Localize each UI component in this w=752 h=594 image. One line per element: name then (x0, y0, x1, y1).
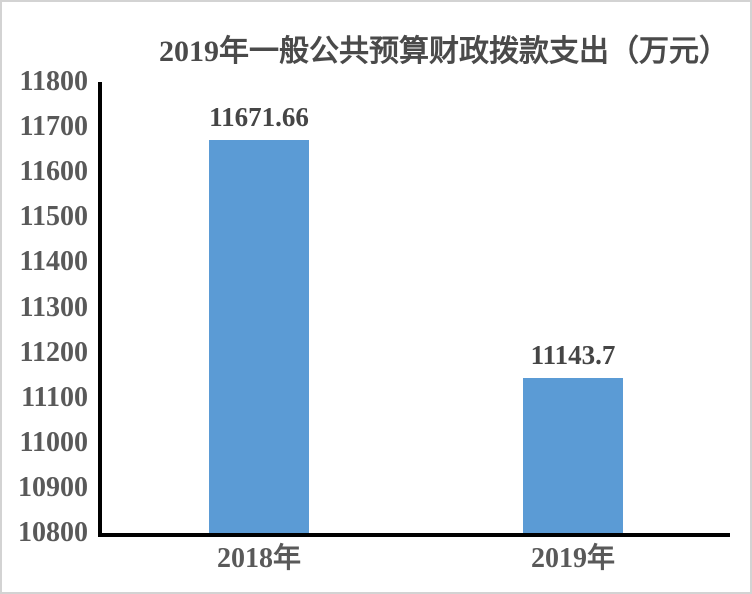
y-axis-tick-label: 10800 (18, 517, 88, 548)
bar-value-label: 11143.7 (530, 339, 616, 370)
x-axis-line (98, 533, 730, 537)
y-axis-tick-label: 10900 (18, 471, 88, 503)
bar-1 (523, 377, 623, 533)
y-axis-tick-label: 11100 (21, 381, 88, 413)
bar-0 (209, 139, 309, 533)
y-axis-tick-label: 11000 (19, 426, 88, 458)
y-axis-tick-label: 11200 (19, 336, 88, 368)
bar-value-label: 11671.66 (209, 101, 309, 132)
x-axis-tick-label: 2019年 (530, 543, 615, 574)
y-axis-tick-label: 11800 (19, 66, 88, 97)
y-axis-tick-label: 11300 (19, 291, 88, 323)
x-axis-tick-label: 2018年 (216, 543, 301, 574)
y-axis-tick-label: 11600 (19, 156, 88, 188)
y-axis-tick-label: 11400 (19, 246, 88, 278)
y-axis-tick-label: 11700 (19, 111, 88, 143)
y-axis-line (98, 82, 102, 537)
y-axis-tick-label: 11500 (19, 201, 88, 233)
chart-title: 2019年一般公共预算财政拨款支出（万元） (159, 35, 729, 68)
